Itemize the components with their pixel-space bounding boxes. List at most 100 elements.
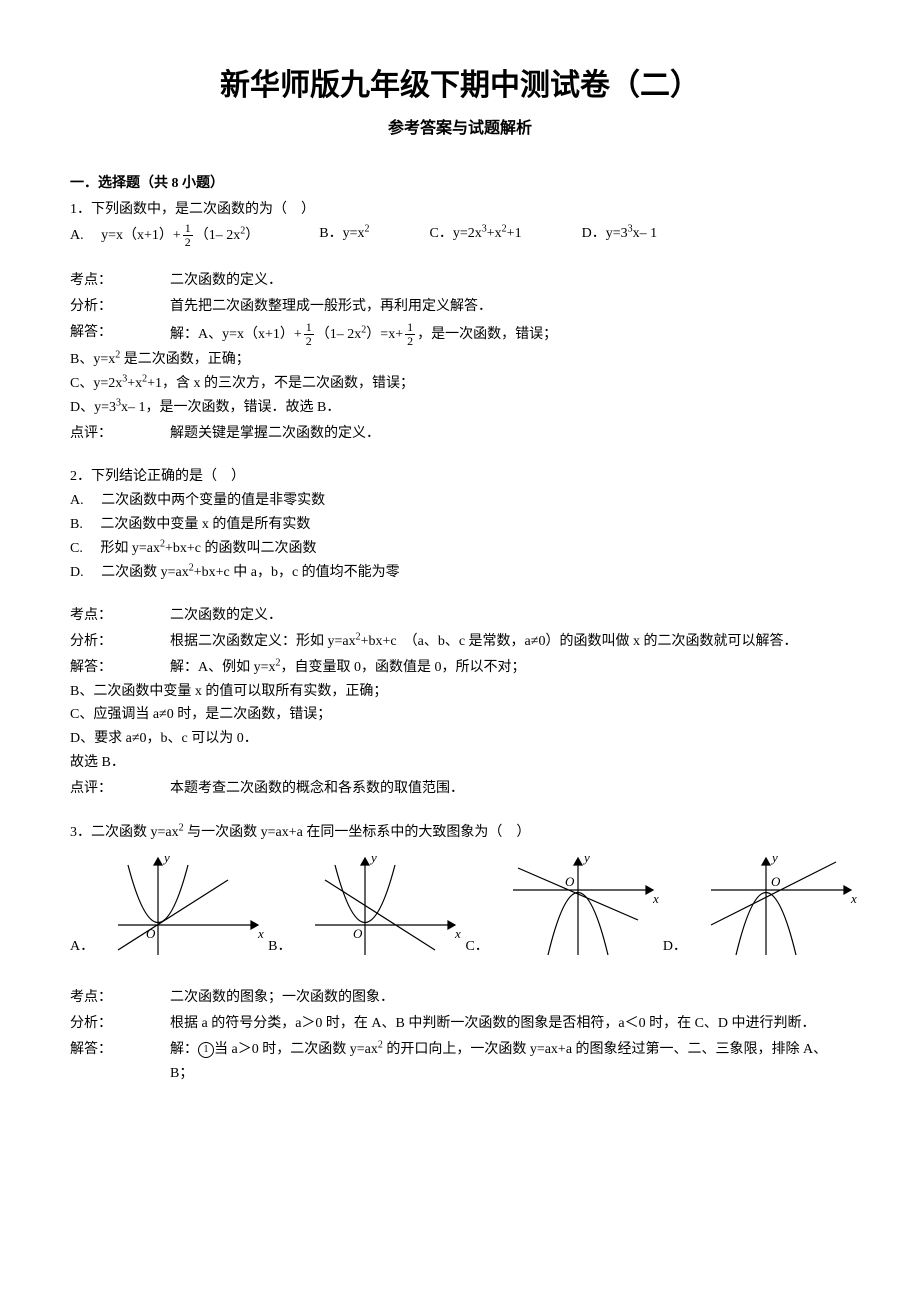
value: 解题关键是掌握二次函数的定义． [170,422,850,446]
label: 分析： [70,630,170,654]
den: 2 [304,335,314,348]
value: 解：1当 a＞0 时，二次函数 y=ax2 的开口向上，一次函数 y=ax+a … [170,1038,850,1086]
text: ，自变量取 0，函数值是 0，所以不对； [281,660,526,675]
y-label: y [369,850,377,865]
num: 1 [183,222,193,236]
text: ，是一次函数，错误； [417,327,557,342]
text: （1– 2x [316,327,362,342]
text: +1，含 x 的三次方，不是二次函数，错误； [147,376,414,391]
text: +1 [507,226,522,241]
y-label: y [582,850,590,865]
text: ） [245,228,259,243]
text: C．y=2x [430,226,482,241]
text: +bx+c 的函数叫二次函数 [165,541,317,556]
text: 解：A、例如 y=x [170,660,276,675]
q3-graphs: A． y x O B． [70,850,850,960]
den: 2 [183,236,193,249]
q2-stem: 2．下列结论正确的是（ ） [70,465,850,489]
text: 3．二次函数 y=ax [70,825,179,840]
text: D、y=3 [70,400,116,415]
question-1: 1．下列函数中，是二次函数的为（ ） A. y=x（x+1）+12（1– 2x2… [70,198,850,445]
q1-line-c: C、y=2x3+x2+1，含 x 的三次方，不是二次函数，错误； [70,372,850,396]
section-heading: 一．选择题（共 8 小题） [70,172,850,196]
text: +x [487,226,502,241]
o-label: O [353,926,363,941]
q2-opt-d: D. 二次函数 y=ax2+bx+c 中 a，b，c 的值均不能为零 [70,561,850,585]
question-3: 3．二次函数 y=ax2 与一次函数 y=ax+a 在同一坐标系中的大致图象为（… [70,821,850,1086]
num: 1 [304,321,314,335]
q3-opt-b: B． y x O [268,850,465,960]
q2-opt-a: A. 二次函数中两个变量的值是非零实数 [70,489,850,513]
q1-opt-c: C．y=2x3+x2+1 [430,222,522,249]
value: 根据 a 的符号分类，a＞0 时，在 A、B 中判断一次函数的图象是否相符，a＜… [170,1012,850,1036]
label: 点评： [70,777,170,801]
value: 根据二次函数定义：形如 y=ax2+bx+c （a、b、c 是常数，a≠0）的函… [170,630,850,654]
num: 1 [405,321,415,335]
text: C. 形如 y=ax [70,541,160,556]
y-label: y [770,850,778,865]
text: 解：A、y=x（x+1）+ [170,327,302,342]
label: 分析： [70,1012,170,1036]
value: 二次函数的定义． [170,269,850,293]
value: 二次函数的图象；一次函数的图象． [170,986,850,1010]
fraction: 12 [304,321,314,348]
page-title: 新华师版九年级下期中测试卷（二） [70,60,850,111]
q1-opt-a: A. y=x（x+1）+12（1– 2x2） [70,222,259,249]
label: 考点： [70,269,170,293]
text: B、y=x [70,352,115,367]
q2-dianping: 点评：本题考查二次函数的概念和各系数的取值范围． [70,777,850,801]
q2-jieda: 解答：解：A、例如 y=x2，自变量取 0，函数值是 0，所以不对； [70,656,850,680]
label: 解答： [70,656,170,680]
q3-opt-a: A． y x O [70,850,268,960]
q2-opt-b: B. 二次函数中变量 x 的值是所有实数 [70,513,850,537]
q2-line-b: B、二次函数中变量 x 的值可以取所有实数，正确； [70,680,850,704]
x-label: x [850,891,857,906]
value: 解：A、例如 y=x2，自变量取 0，函数值是 0，所以不对； [170,656,850,680]
q1-jieda: 解答： 解：A、y=x（x+1）+12（1– 2x2）=x+12，是一次函数，错… [70,321,850,348]
q3-kaodian: 考点：二次函数的图象；一次函数的图象． [70,986,850,1010]
o-label: O [771,874,781,889]
text: C、y=2x [70,376,122,391]
label: 解答： [70,321,170,348]
text: A. y=x（x+1）+ [70,228,181,243]
q2-line-c: C、应强调当 a≠0 时，是二次函数，错误； [70,703,850,727]
q3-stem: 3．二次函数 y=ax2 与一次函数 y=ax+a 在同一坐标系中的大致图象为（… [70,821,850,845]
q2-kaodian: 考点：二次函数的定义． [70,604,850,628]
text: 是二次函数，正确； [120,352,250,367]
text: x– 1 [633,226,658,241]
label: A． [70,935,94,961]
q1-fenxi: 分析：首先把二次函数整理成一般形式，再利用定义解答． [70,295,850,319]
page-subtitle: 参考答案与试题解析 [70,115,850,142]
q1-line-b: B、y=x2 是二次函数，正确； [70,348,850,372]
text: 解： [170,1042,198,1057]
text: 根据二次函数定义：形如 y=ax [170,634,356,649]
q3-fenxi: 分析：根据 a 的符号分类，a＞0 时，在 A、B 中判断一次函数的图象是否相符… [70,1012,850,1036]
x-label: x [257,926,264,941]
text: +bx+c （a、b、c 是常数，a≠0）的函数叫做 x 的二次函数就可以解答． [361,634,798,649]
fraction: 12 [405,321,415,348]
label: 解答： [70,1038,170,1086]
text: D. 二次函数 y=ax [70,565,189,580]
text: 当 a＞0 时，二次函数 y=ax [214,1042,378,1057]
o-label: O [146,926,156,941]
graph-a: y x O [98,850,268,960]
q1-line-d: D、y=33x– 1，是一次函数，错误．故选 B． [70,396,850,420]
text: +bx+c 中 a，b，c 的值均不能为零 [194,565,400,580]
label: C． [465,935,488,961]
q2-sel: 故选 B． [70,751,850,775]
graph-b: y x O [295,850,465,960]
label: 点评： [70,422,170,446]
value: 本题考查二次函数的概念和各系数的取值范围． [170,777,850,801]
q1-opt-b: B．y=x2 [319,222,369,249]
q1-kaodian: 考点：二次函数的定义． [70,269,850,293]
label: D． [663,935,687,961]
sup: 2 [365,223,370,234]
q1-dianping: 点评：解题关键是掌握二次函数的定义． [70,422,850,446]
graph-c: y x O [493,850,663,960]
fraction: 12 [183,222,193,249]
q1-stem: 1．下列函数中，是二次函数的为（ ） [70,198,850,222]
x-label: x [454,926,461,941]
question-2: 2．下列结论正确的是（ ） A. 二次函数中两个变量的值是非零实数 B. 二次函… [70,465,850,800]
y-label: y [162,850,170,865]
o-label: O [565,874,575,889]
